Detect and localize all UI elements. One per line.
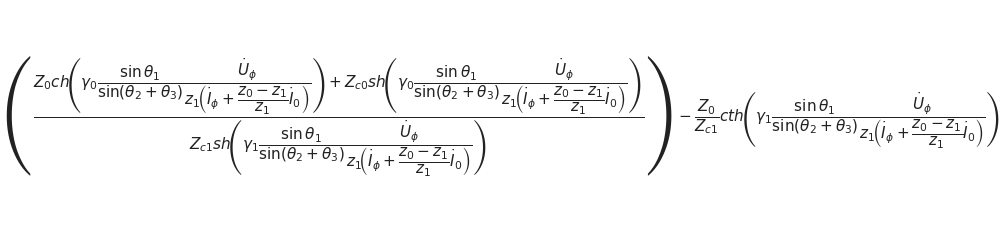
- Text: $\dot{I}_{\phi}+\left(\dfrac{Z_{0}ch\!\left(\gamma_{0}\dfrac{\sin\theta_{1}}{\si: $\dot{I}_{\phi}+\left(\dfrac{Z_{0}ch\!\l…: [0, 54, 1000, 179]
